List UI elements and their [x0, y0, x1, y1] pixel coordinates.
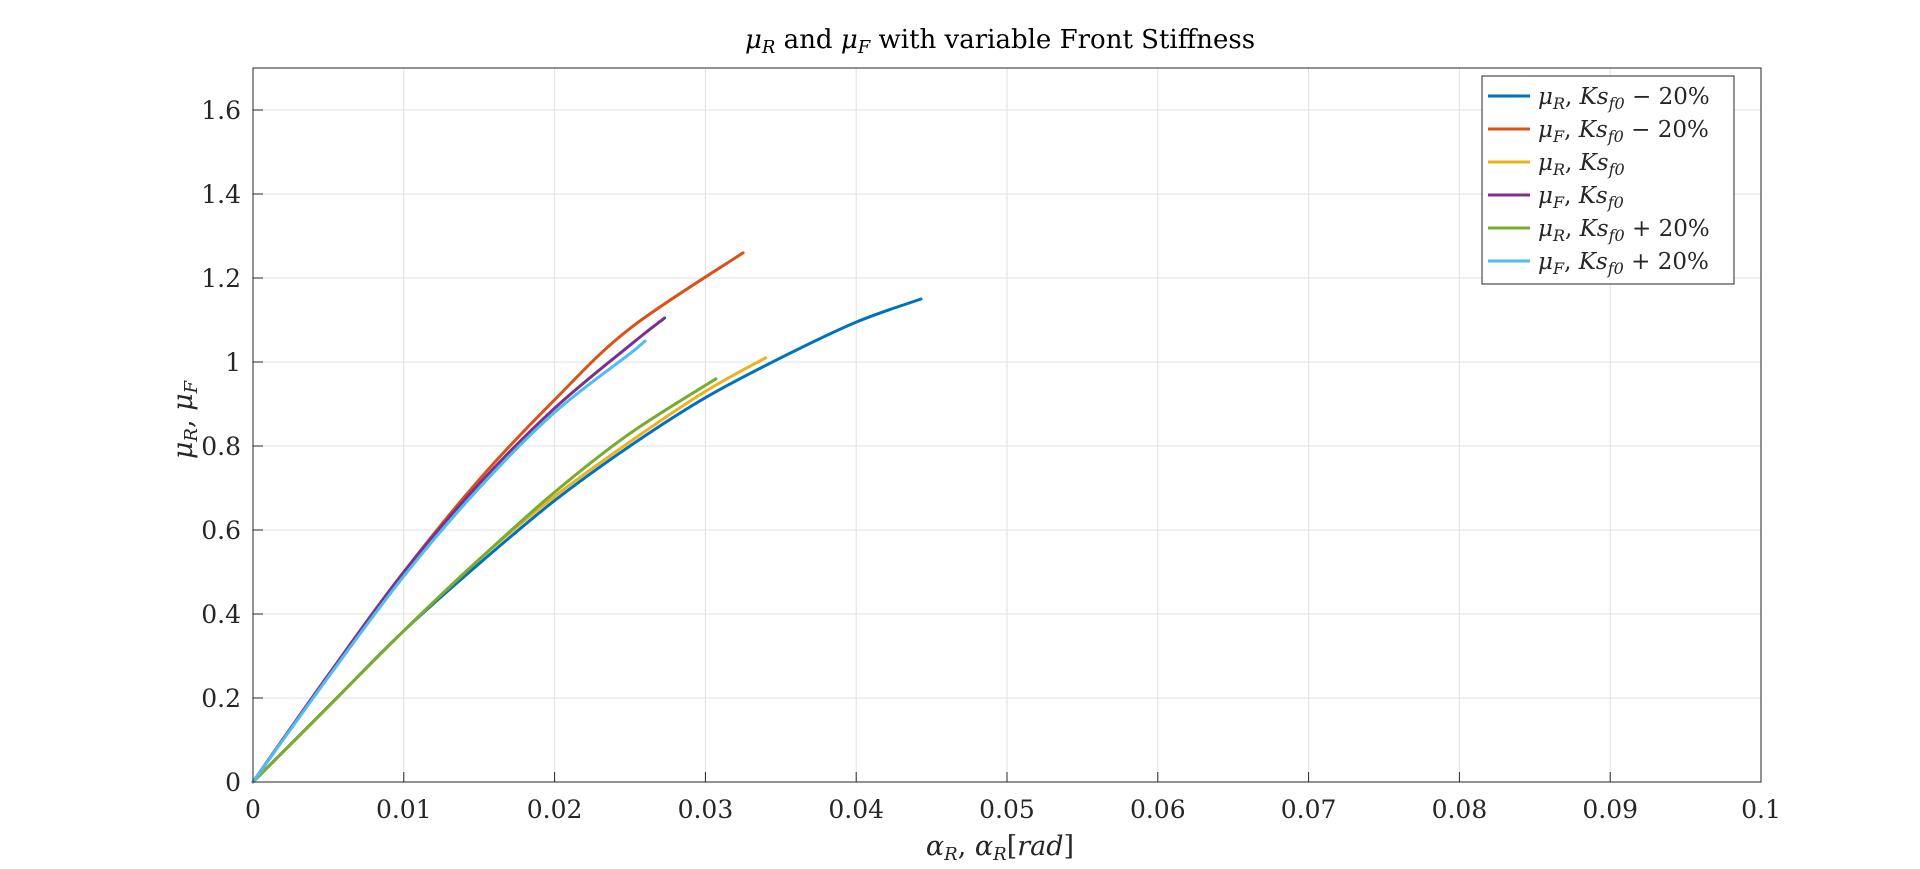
y-tick-label: 0.4	[201, 600, 241, 629]
x-axis-label: αR, αR[rad]	[926, 831, 1074, 865]
y-tick-label: 1.2	[201, 264, 241, 293]
x-tick-label: 0.1	[1741, 795, 1781, 824]
legend-label: μF, Ksf0	[1538, 183, 1624, 212]
legend-box	[1481, 75, 1735, 285]
series-lines	[251, 251, 923, 784]
legend-label: μF, Ksf0 − 20%	[1538, 117, 1709, 146]
legend-label: μR, Ksf0	[1538, 150, 1625, 179]
legend-label: μR, Ksf0 + 20%	[1538, 216, 1710, 245]
x-tick-label: 0.01	[376, 795, 432, 824]
y-axis-label: μR, μF	[168, 379, 202, 459]
y-tick-label: 1.4	[201, 180, 241, 209]
y-tick-label: 1	[225, 348, 241, 377]
x-tick-label: 0.02	[527, 795, 583, 824]
legend: μR, Ksf0 − 20% μF, Ksf0 − 20% μR, Ksf0 μF, …	[1481, 75, 1735, 285]
x-tick-label: 0.09	[1582, 795, 1638, 824]
x-tick-label: 0.07	[1281, 795, 1337, 824]
x-tick-label: 0.05	[979, 795, 1035, 824]
y-tick-label: 1.6	[201, 96, 241, 125]
chart-title: μR and μF with variable Front Stiffness	[745, 25, 1255, 58]
legend-label: μR, Ksf0 − 20%	[1538, 84, 1710, 113]
x-tick-label: 0.08	[1432, 795, 1488, 824]
series-line-6	[251, 339, 647, 784]
x-tick-label: 0	[245, 795, 261, 824]
axis-ticks: 0 0.01 0.02 0.03 0.04 0.05 0.06 0.07 0.08 0.09 0.1…	[201, 96, 1781, 824]
x-tick-label: 0.04	[828, 795, 884, 824]
x-tick-label: 0.03	[678, 795, 734, 824]
legend-label: μF, Ksf0 + 20%	[1538, 249, 1709, 278]
y-tick-label: 0.2	[201, 684, 241, 713]
y-tick-label: 0.6	[201, 516, 241, 545]
x-tick-label: 0.06	[1130, 795, 1186, 824]
series-line-5	[251, 377, 718, 784]
y-tick-label: 0	[225, 768, 241, 797]
y-tick-label: 0.8	[201, 432, 241, 461]
